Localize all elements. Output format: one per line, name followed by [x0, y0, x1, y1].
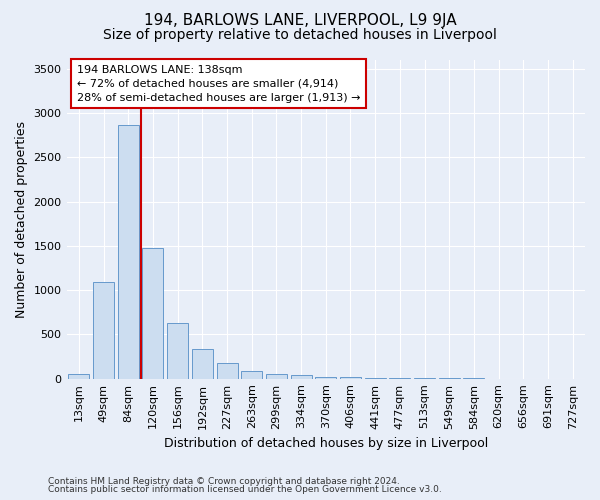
Bar	[241, 370, 262, 378]
X-axis label: Distribution of detached houses by size in Liverpool: Distribution of detached houses by size …	[164, 437, 488, 450]
Bar	[118, 124, 139, 378]
Bar	[315, 377, 336, 378]
Bar	[192, 348, 213, 378]
Bar	[290, 374, 311, 378]
Y-axis label: Number of detached properties: Number of detached properties	[15, 121, 28, 318]
Bar	[167, 323, 188, 378]
Bar	[93, 282, 114, 378]
Bar	[217, 363, 238, 378]
Text: Size of property relative to detached houses in Liverpool: Size of property relative to detached ho…	[103, 28, 497, 42]
Text: Contains HM Land Registry data © Crown copyright and database right 2024.: Contains HM Land Registry data © Crown c…	[48, 477, 400, 486]
Bar	[266, 374, 287, 378]
Bar	[68, 374, 89, 378]
Text: Contains public sector information licensed under the Open Government Licence v3: Contains public sector information licen…	[48, 485, 442, 494]
Bar	[142, 248, 163, 378]
Text: 194, BARLOWS LANE, LIVERPOOL, L9 9JA: 194, BARLOWS LANE, LIVERPOOL, L9 9JA	[143, 12, 457, 28]
Text: 194 BARLOWS LANE: 138sqm
← 72% of detached houses are smaller (4,914)
28% of sem: 194 BARLOWS LANE: 138sqm ← 72% of detach…	[77, 65, 361, 103]
